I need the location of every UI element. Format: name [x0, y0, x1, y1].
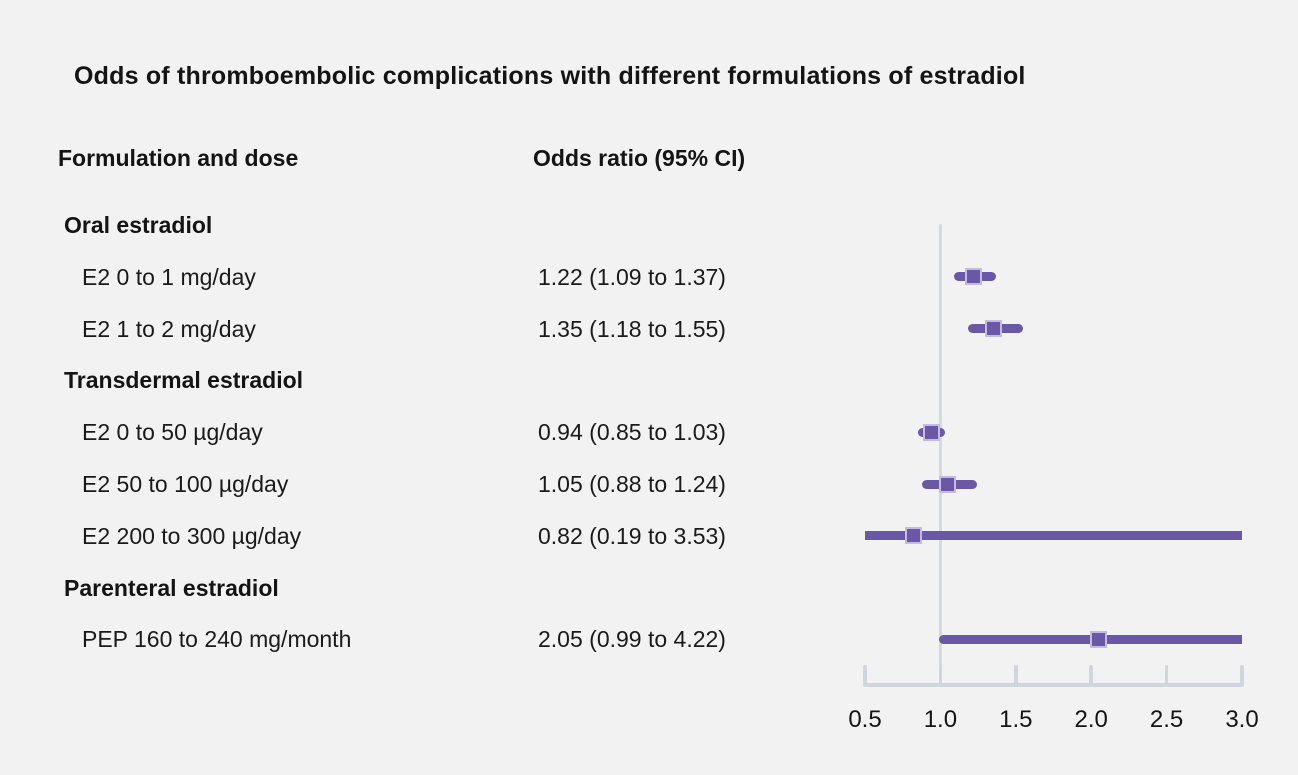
odds-ratio-value: 0.82 (0.19 to 3.53)	[538, 522, 726, 549]
row-label: E2 200 to 300 µg/day	[82, 522, 302, 549]
row-label: E2 0 to 50 µg/day	[82, 419, 263, 446]
axis-tick	[1164, 665, 1169, 685]
axis-tick	[863, 665, 867, 685]
axis-tick-label: 0.5	[848, 706, 882, 733]
point-estimate-marker	[904, 527, 922, 545]
ci-line	[865, 531, 1242, 541]
odds-ratio-value: 0.94 (0.85 to 1.03)	[538, 419, 726, 446]
row-label: E2 50 to 100 µg/day	[82, 471, 289, 497]
x-axis-line	[863, 683, 1244, 687]
axis-tick-label: 2.5	[1149, 706, 1184, 733]
group-label: Parenteral estradiol	[64, 574, 279, 601]
row-label: PEP 160 to 240 mg/month	[82, 626, 352, 653]
point-estimate-marker	[922, 423, 940, 441]
point-estimate-marker	[984, 320, 1002, 338]
axis-tick	[1089, 665, 1093, 685]
row-label: E2 1 to 2 mg/day	[82, 315, 256, 342]
group-label: Transdermal estradiol	[64, 367, 304, 394]
axis-tick-label: 2.0	[1074, 706, 1108, 733]
reference-line	[938, 224, 942, 685]
row-label: E2 0 to 1 mg/day	[82, 263, 256, 290]
column-header-formulation: Formulation and dose	[58, 145, 299, 171]
axis-tick	[1240, 665, 1244, 685]
axis-tick	[938, 665, 943, 685]
odds-ratio-value: 1.22 (1.09 to 1.37)	[538, 263, 726, 290]
axis-tick-label: 1.5	[999, 706, 1033, 733]
axis-tick-label: 1.0	[923, 706, 958, 733]
group-label: Oral estradiol	[64, 212, 213, 238]
axis-tick-label: 3.0	[1225, 706, 1259, 733]
chart-title: Odds of thromboembolic complications wit…	[74, 62, 1026, 90]
odds-ratio-value: 2.05 (0.99 to 4.22)	[538, 626, 726, 653]
odds-ratio-value: 1.05 (0.88 to 1.24)	[538, 471, 726, 497]
axis-tick	[1014, 665, 1018, 685]
odds-ratio-value: 1.35 (1.18 to 1.55)	[538, 315, 726, 342]
point-estimate-marker	[1090, 630, 1108, 648]
column-header-odds-ratio: Odds ratio (95% CI)	[533, 145, 746, 171]
point-estimate-marker	[939, 475, 957, 493]
point-estimate-marker	[965, 268, 983, 286]
